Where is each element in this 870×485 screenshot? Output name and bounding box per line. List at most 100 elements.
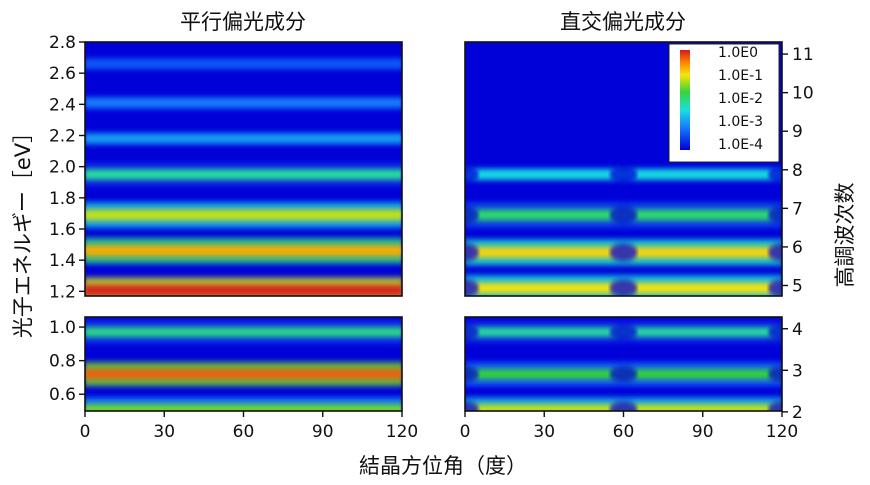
- heatmap-band-node: [609, 324, 638, 341]
- heatmap-band-node: [768, 401, 782, 411]
- y-tick-label: 1.6: [49, 220, 76, 240]
- heatmap-band-node: [768, 279, 782, 296]
- right-tick-label: 6: [792, 238, 803, 258]
- x-tick-label: 30: [153, 422, 175, 442]
- heatmap-band-core: [85, 133, 402, 145]
- heatmap-band-node: [465, 205, 479, 224]
- x-tick-label: 120: [386, 422, 418, 442]
- heatmap-band-node: [465, 243, 479, 262]
- plot-parallel-upper: [85, 42, 402, 296]
- panel-title-parallel: 平行偏光成分: [180, 10, 306, 34]
- y-tick-label: 1.8: [49, 189, 76, 209]
- heatmap-band-node: [465, 401, 479, 411]
- heatmap-band-node: [768, 365, 782, 383]
- right-tick-label: 7: [792, 199, 803, 219]
- plot-frame: [84, 41, 403, 297]
- heatmap-band: [465, 275, 782, 296]
- heatmap-band: [85, 161, 402, 188]
- heatmap-band-core: [85, 369, 402, 380]
- plot-perpendicular-lower: [465, 317, 782, 411]
- heatmap-band-core: [85, 168, 402, 180]
- heatmap-band: [465, 362, 782, 387]
- y-tick-label: 0.8: [49, 352, 76, 372]
- x-tick-label: 30: [533, 422, 555, 442]
- y-tick-label: 2.6: [49, 64, 76, 84]
- heatmap-band-core: [85, 97, 402, 109]
- heatmap-band-node: [768, 324, 782, 341]
- colorbar-label-4: 1.0E-4: [718, 137, 763, 153]
- heatmap-band-node: [465, 365, 479, 383]
- heatmap-band-node: [768, 165, 782, 184]
- colorbar-label-0: 1.0E0: [718, 45, 758, 61]
- heatmap-band: [465, 397, 782, 411]
- heatmap-band-node: [465, 324, 479, 341]
- x-tick-label: 90: [312, 422, 334, 442]
- heatmap-band: [85, 362, 402, 387]
- heatmap-band: [85, 89, 402, 116]
- y-tick-label: 2.0: [49, 158, 76, 178]
- y-tick-label: 2.4: [49, 95, 76, 115]
- colorbar-gradient: [680, 50, 690, 150]
- heatmap-band-core: [85, 58, 402, 70]
- heatmap-band: [465, 161, 782, 188]
- y-axis-label-right: 高調波次数: [833, 183, 857, 288]
- right-tick-label: 2: [792, 403, 803, 423]
- heatmap-band-node: [609, 401, 638, 411]
- x-axis-label: 結晶方位角（度）: [359, 454, 527, 478]
- plot-perpendicular-upper: [465, 42, 782, 296]
- heatmap-band-node: [609, 365, 638, 383]
- x-tick-label: 120: [766, 422, 798, 442]
- heatmap-band-node: [609, 165, 638, 184]
- heatmap-band: [85, 320, 402, 345]
- heatmap-band-core: [85, 404, 402, 411]
- plot-frame: [464, 41, 783, 297]
- x-tick-label: 60: [613, 422, 635, 442]
- heatmap-band: [85, 277, 402, 296]
- y-tick-label: 2.2: [49, 126, 76, 146]
- heatmap-band-core: [85, 245, 402, 257]
- right-tick-label: 11: [792, 45, 814, 65]
- heatmap-band: [85, 50, 402, 77]
- axis-ticks: 1.2 1.4 1.6 1.8 2.0 2.2 2.4 2.6 2.8 0.6 0.8 1.0 5 6 7 8…: [49, 33, 814, 442]
- right-tick-label: 4: [792, 320, 803, 340]
- heatmap-band-node: [768, 205, 782, 224]
- y-tick-label: 1.2: [49, 282, 76, 302]
- heatmap-band: [85, 237, 402, 264]
- colorbar-label-1: 1.0E-1: [718, 68, 763, 84]
- heatmap-band-node: [465, 279, 479, 296]
- heatmap-band: [85, 125, 402, 152]
- y-tick-label: 2.8: [49, 33, 76, 53]
- y-tick-label: 0.6: [49, 385, 76, 405]
- x-tick-label: 0: [460, 422, 471, 442]
- heatmap-band-core: [85, 327, 402, 338]
- plot-parallel-lower: [85, 317, 402, 411]
- y-tick-label: 1.4: [49, 251, 76, 271]
- right-tick-label: 3: [792, 361, 803, 381]
- heatmap-band: [465, 201, 782, 228]
- right-tick-label: 8: [792, 161, 803, 181]
- heatmap-band: [465, 320, 782, 345]
- y-axis-label-left: 光子エネルギー［eV］: [11, 122, 35, 338]
- x-tick-label: 90: [692, 422, 714, 442]
- heatmap-band: [465, 239, 782, 266]
- panel-title-perpendicular: 直交偏光成分: [560, 10, 686, 34]
- heatmap-band-core: [85, 285, 402, 296]
- y-tick-label: 1.0: [49, 318, 76, 338]
- heatmap-band-node: [465, 165, 479, 184]
- heatmap-band-node: [768, 243, 782, 262]
- x-tick-label: 0: [80, 422, 91, 442]
- heatmap-band: [85, 201, 402, 228]
- heatmap-band: [85, 397, 402, 411]
- colorbar-label-3: 1.0E-3: [718, 114, 763, 130]
- right-tick-label: 9: [792, 122, 803, 142]
- colorbar-legend: 1.0E0 1.0E-1 1.0E-2 1.0E-3 1.0E-4: [668, 43, 780, 163]
- colorbar-label-2: 1.0E-2: [718, 91, 763, 107]
- heatmap-band-node: [609, 243, 638, 262]
- plot-frames: [84, 41, 783, 412]
- heatmap-band-node: [609, 205, 638, 224]
- heatmap-band-core: [85, 209, 402, 221]
- right-tick-label: 5: [792, 276, 803, 296]
- heatmap-band-node: [609, 279, 638, 296]
